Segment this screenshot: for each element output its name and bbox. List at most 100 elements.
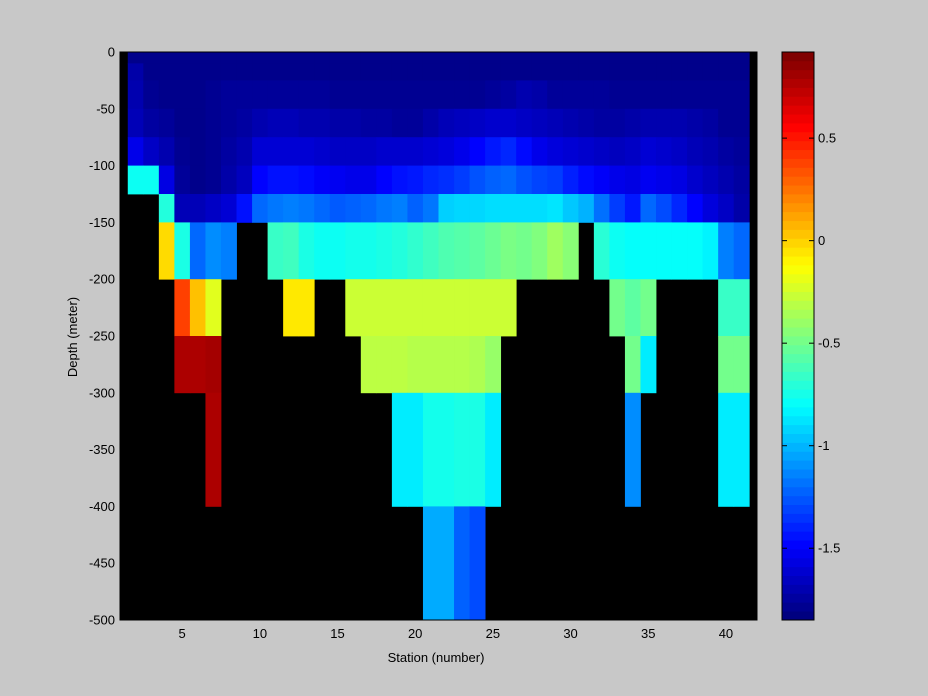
- heatmap-cell: [454, 108, 470, 138]
- heatmap-cell: [438, 63, 455, 81]
- heatmap-cell: [360, 194, 377, 223]
- heatmap-cell: [671, 52, 688, 64]
- heatmap-cell: [438, 222, 455, 280]
- heatmap-cell: [158, 108, 175, 138]
- heatmap-cell: [438, 194, 455, 223]
- heatmap-cell: [407, 165, 424, 195]
- colorbar-step: [782, 540, 814, 550]
- heatmap-cell: [267, 222, 284, 280]
- heatmap-cell: [454, 80, 470, 110]
- heatmap-cell: [624, 80, 641, 110]
- heatmap-cell: [687, 194, 704, 223]
- heatmap-cell: [143, 108, 160, 138]
- heatmap-cell: [485, 108, 502, 138]
- heatmap-cell: [718, 52, 735, 64]
- colorbar-step: [782, 176, 814, 186]
- heatmap-cell: [220, 137, 237, 166]
- colorbar: 0.5 0 -0.5 -1 -1.5: [781, 51, 840, 621]
- heatmap-cell: [391, 194, 408, 223]
- heatmap-cell: [656, 222, 672, 280]
- heatmap-cell: [158, 80, 175, 110]
- heatmap-cell: [189, 52, 206, 64]
- heatmap-cell: [283, 279, 300, 337]
- heatmap-cell: [158, 194, 175, 223]
- heatmap-cell: [189, 222, 206, 280]
- heatmap-cell: [189, 137, 206, 166]
- heatmap-cell: [391, 137, 408, 166]
- heatmap-cell: [671, 165, 688, 195]
- heatmap-cell: [407, 194, 424, 223]
- heatmap-cell: [485, 137, 502, 166]
- heatmap-cell: [205, 392, 222, 507]
- heatmap-cell: [640, 52, 657, 64]
- heatmap-cell: [733, 194, 750, 223]
- heatmap-cell: [687, 137, 704, 166]
- x-axis-label: Station (number): [388, 650, 485, 665]
- heatmap-cell: [733, 108, 750, 138]
- heatmap-cell: [593, 80, 610, 110]
- colorbar-step: [782, 273, 814, 284]
- heatmap-cell: [547, 194, 564, 223]
- heatmap-cell: [733, 80, 750, 110]
- heatmap-cell: [733, 392, 750, 507]
- heatmap-cell: [438, 80, 455, 110]
- heatmap-cell: [500, 222, 517, 280]
- heatmap-cell: [500, 108, 517, 138]
- colorbar-step: [782, 202, 814, 213]
- heatmap-cell: [531, 63, 548, 81]
- heatmap-cell: [360, 63, 377, 81]
- heatmap-cell: [143, 80, 160, 110]
- heatmap-cell: [438, 165, 455, 195]
- heatmap-cell: [624, 137, 641, 166]
- colorbar-step: [782, 247, 814, 257]
- heatmap-cell: [609, 52, 626, 64]
- heatmap-cell: [174, 108, 191, 138]
- heatmap-cell: [640, 194, 657, 223]
- heatmap-cell: [407, 336, 424, 394]
- heatmap-cell: [236, 194, 253, 223]
- colorbar-step: [782, 557, 814, 568]
- heatmap-cell: [593, 222, 610, 280]
- heatmap-cell: [329, 108, 346, 138]
- heatmap-cell: [454, 222, 470, 280]
- heatmap-cell: [298, 52, 315, 64]
- heatmap-cell: [609, 194, 626, 223]
- colorbar-step: [782, 265, 814, 275]
- heatmap-cell: [422, 279, 439, 337]
- heatmap-cell: [158, 222, 175, 280]
- heatmap-cell: [454, 165, 470, 195]
- heatmap-cell: [438, 137, 455, 166]
- colorbar-step: [782, 513, 814, 523]
- heatmap-cell: [298, 279, 315, 337]
- heatmap-cell: [624, 108, 641, 138]
- heatmap-cell: [376, 108, 393, 138]
- heatmap-cell: [267, 63, 284, 81]
- colorbar-step: [782, 229, 814, 239]
- heatmap-cell: [500, 52, 517, 64]
- heatmap-cell: [174, 165, 191, 195]
- heatmap-cell: [189, 279, 206, 337]
- heatmap-cell: [422, 137, 439, 166]
- heatmap-cell: [236, 80, 253, 110]
- heatmap-cell: [422, 80, 439, 110]
- colorbar-step: [782, 380, 814, 390]
- heatmap-cell: [252, 165, 268, 195]
- heatmap-cell: [298, 165, 315, 195]
- heatmap-cell: [609, 137, 626, 166]
- heatmap-cell: [609, 222, 626, 280]
- heatmap-cell: [252, 194, 268, 223]
- heatmap-cell: [578, 52, 595, 64]
- colorbar-step: [782, 300, 814, 310]
- heatmap-cell: [609, 165, 626, 195]
- heatmap-cell: [127, 137, 144, 166]
- colorbar-step: [782, 336, 814, 346]
- heatmap-cell: [267, 80, 284, 110]
- heatmap-cell: [469, 336, 486, 394]
- heatmap-cell: [562, 63, 579, 81]
- heatmap-cell: [469, 80, 486, 110]
- heatmap-cell: [127, 52, 144, 64]
- colorbar-step: [782, 602, 814, 612]
- heatmap-cell: [516, 222, 533, 280]
- heatmap-cell: [422, 222, 439, 280]
- heatmap-cell: [329, 137, 346, 166]
